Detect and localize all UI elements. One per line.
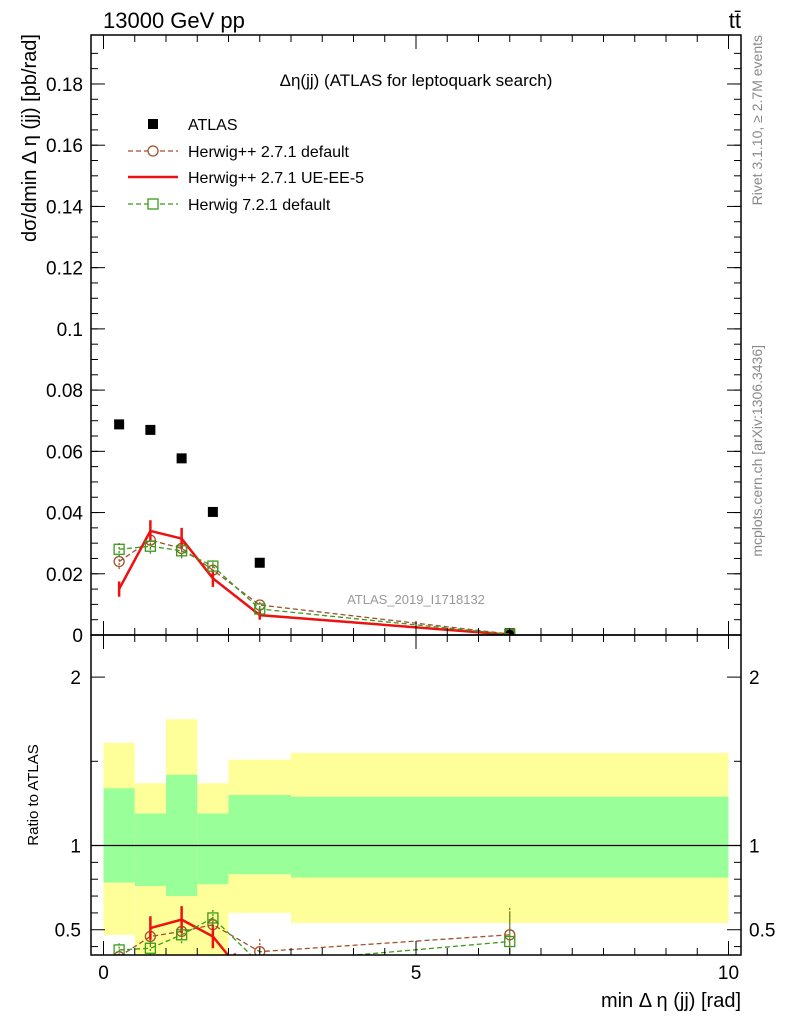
ratio-y-tick-label-left: 0.5	[55, 921, 81, 942]
ratio-y-tick-label-right: 0.5	[749, 921, 775, 942]
atlas-data-point	[207, 506, 218, 517]
herwig7-point	[113, 543, 125, 555]
herwig7-point	[175, 545, 188, 557]
ratio-y-tick-label-left: 1	[70, 837, 81, 858]
atlas-data-point	[254, 557, 265, 568]
mcplots-label: mcplots.cern.ch [arXiv:1306.3436]	[749, 345, 765, 557]
x-tick-label: 0	[98, 963, 109, 984]
uncertainty-band-inner	[228, 795, 291, 875]
legend-marker-atlas	[148, 119, 158, 129]
ratio-point-square	[175, 929, 188, 941]
ratio-y-axis-label: Ratio to ATLAS	[25, 744, 42, 845]
x-tick-label: 10	[718, 963, 739, 984]
legend: ATLAS Herwig++ 2.7.1 default Herwig++ 2.7.…	[128, 117, 364, 214]
main-y-tick-label: 0.18	[46, 75, 83, 96]
ratio-point-circle	[113, 951, 125, 955]
energy-label: 13000 GeV pp	[103, 8, 245, 33]
main-y-tick-label: 0.12	[46, 259, 83, 280]
ratio-point-circle	[254, 945, 266, 955]
uncertainty-band-inner	[197, 813, 229, 885]
legend-entry-label: ATLAS	[188, 117, 238, 134]
x-axis-label: min Δ η (jj) [rad]	[601, 990, 741, 1012]
uncertainty-band-inner	[166, 774, 198, 897]
main-panel: 0 0.02 0.04 0.06 0.08 0.1 0.12 0.14 0.16 0.18 Δη(…	[19, 34, 742, 647]
rivet-label: Rivet 3.1.10, ≥ 2.7M events	[749, 35, 765, 205]
main-y-tick-label: 0.08	[46, 381, 83, 402]
uncertainty-band-inner	[291, 796, 729, 878]
ratio-point-square	[255, 958, 265, 968]
analysis-id-label: ATLAS_2019_I1718132	[347, 592, 485, 607]
main-y-tick-label: 0	[72, 626, 83, 647]
herwig7-point	[144, 540, 157, 552]
ratio-series-line	[150, 918, 230, 955]
legend-entry-label: Herwig++ 2.7.1 UE-EE-5	[188, 170, 364, 187]
ratio-point-square	[207, 912, 219, 924]
ratio-point-square	[504, 935, 516, 948]
ratio-y-tick-label-right: 2	[749, 668, 760, 689]
herwig7-point	[254, 603, 266, 615]
ratio-y-tick-label-right: 1	[749, 837, 760, 858]
atlas-data-point	[114, 419, 125, 430]
main-y-tick-label: 0.14	[46, 197, 83, 218]
atlas-data-point	[145, 424, 156, 435]
ratio-y-tick-label-left: 2	[70, 668, 81, 689]
uncertainty-band-inner	[103, 788, 135, 883]
uncertainty-band-inner	[134, 813, 166, 886]
main-y-axis-label: dσ/dmin Δ η (jj) [pb/rad]	[19, 34, 41, 242]
legend-entry-label: Herwig++ 2.7.1 default	[188, 144, 350, 161]
main-y-tick-label: 0.1	[57, 320, 83, 341]
legend-marker-square	[147, 198, 159, 210]
main-series-line	[119, 545, 510, 635]
main-y-tick-label: 0.06	[46, 442, 83, 463]
process-label: tt̄	[729, 8, 741, 33]
legend-entry-label: Herwig 7.2.1 default	[188, 197, 331, 214]
main-series-line	[118, 529, 510, 635]
legend-marker-circle	[147, 145, 159, 157]
x-tick-label: 5	[411, 963, 422, 984]
atlas-data-point	[176, 453, 187, 464]
main-y-tick-label: 0.16	[46, 136, 83, 157]
main-title: Δη(jj) (ATLAS for leptoquark search)	[280, 71, 553, 90]
main-y-tick-label: 0.04	[46, 504, 83, 525]
ratio-point-square	[144, 942, 157, 954]
ratio-panel: 0.5 0.5 1 1 2 2 0 5 10 Ratio to ATLAS min Δ η (j…	[25, 634, 775, 1012]
herwig7-point	[207, 560, 219, 572]
main-y-tick-label: 0.02	[46, 565, 83, 586]
